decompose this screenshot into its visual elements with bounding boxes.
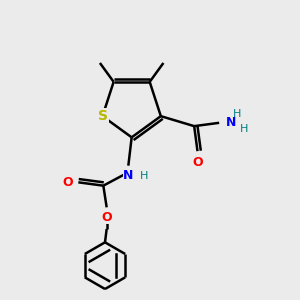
Text: H: H — [232, 110, 241, 119]
Text: N: N — [226, 116, 236, 129]
Text: O: O — [63, 176, 73, 189]
Text: O: O — [192, 156, 203, 169]
Text: H: H — [240, 124, 248, 134]
Text: H: H — [140, 171, 148, 181]
Text: N: N — [123, 169, 134, 182]
Text: S: S — [98, 109, 107, 123]
Text: O: O — [101, 211, 112, 224]
